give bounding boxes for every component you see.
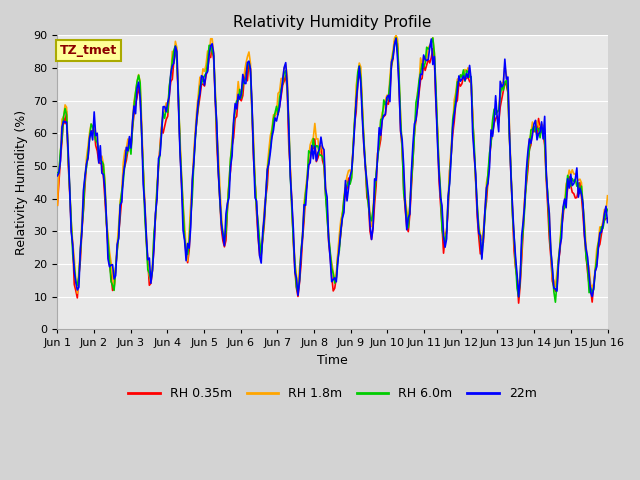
Title: Relativity Humidity Profile: Relativity Humidity Profile bbox=[233, 15, 431, 30]
X-axis label: Time: Time bbox=[317, 354, 348, 367]
Text: TZ_tmet: TZ_tmet bbox=[60, 44, 117, 57]
Y-axis label: Relativity Humidity (%): Relativity Humidity (%) bbox=[15, 110, 28, 255]
Legend: RH 0.35m, RH 1.8m, RH 6.0m, 22m: RH 0.35m, RH 1.8m, RH 6.0m, 22m bbox=[124, 383, 541, 406]
